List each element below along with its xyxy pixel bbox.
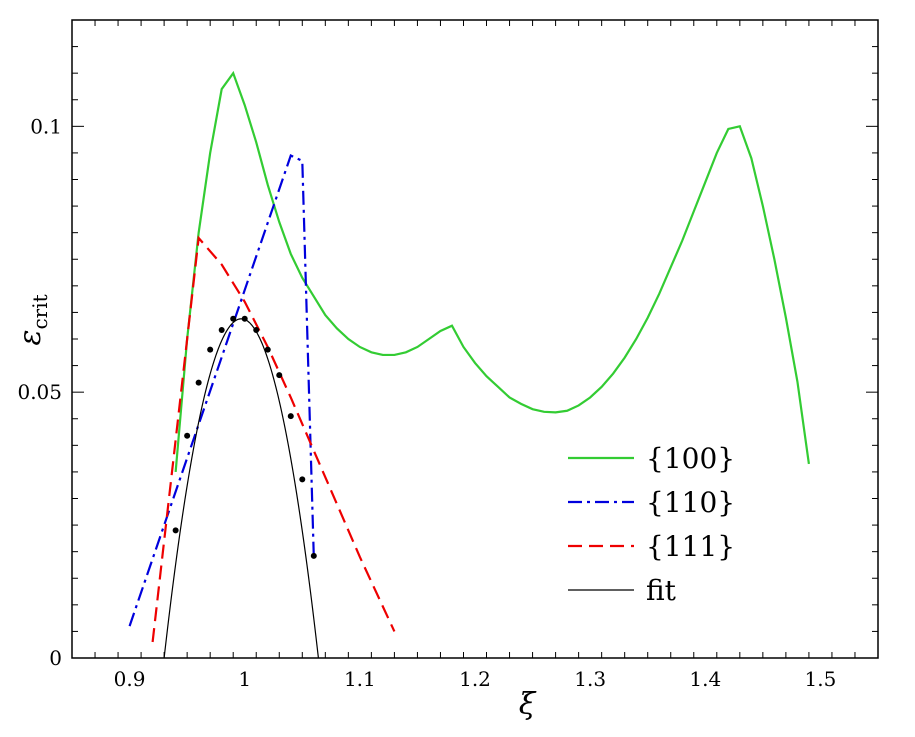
y-axis-label-subscript: crit — [28, 294, 52, 329]
legend-label: {110} — [646, 486, 735, 519]
y-tick-label: 0.1 — [30, 114, 62, 138]
fit-data-point — [299, 476, 306, 483]
plot-frame — [71, 19, 879, 659]
y-tick-label: 0 — [49, 646, 62, 670]
x-tick-label: 1.2 — [459, 667, 491, 691]
x-tick-label: 1.1 — [344, 667, 376, 691]
fit-data-point — [207, 346, 214, 353]
y-axis-label-main: ε — [13, 330, 48, 346]
x-tick-label: 1.5 — [805, 667, 837, 691]
fit-data-point — [287, 413, 294, 420]
y-tick-label: 0.05 — [17, 380, 62, 404]
fit-data-point — [264, 346, 271, 353]
fit-data-point — [230, 315, 237, 322]
fit-data-point — [172, 527, 179, 534]
legend-label: {100} — [646, 442, 735, 475]
series-layer — [128, 70, 810, 658]
x-tick-label: 1.4 — [689, 667, 721, 691]
fit-data-point — [310, 552, 317, 559]
series-line-111 — [151, 235, 396, 643]
ticks-layer — [71, 19, 879, 659]
x-axis-label: ξ — [519, 687, 537, 722]
x-tick-label: 0.9 — [114, 667, 146, 691]
fit-data-point — [253, 326, 260, 333]
legend-label: fit — [646, 574, 677, 607]
fit-data-point — [241, 315, 248, 322]
fit-data-point — [184, 432, 191, 439]
legend: {100} {110} {111} fit — [568, 442, 735, 607]
legend-label: {111} — [646, 530, 735, 563]
series-line-100 — [174, 70, 810, 473]
labels-layer: 0.9 1 1.1 1.2 1.3 1.4 1.5 0 0.05 0.1 ξ εcrit — [13, 114, 836, 722]
fit-data-point — [218, 326, 225, 333]
y-axis-label: εcrit — [13, 294, 52, 345]
fit-data-point — [276, 372, 283, 379]
fit-data-point — [195, 379, 202, 386]
x-tick-label: 1.3 — [574, 667, 606, 691]
x-tick-label: 1 — [238, 667, 251, 691]
series-line-110 — [128, 154, 315, 627]
